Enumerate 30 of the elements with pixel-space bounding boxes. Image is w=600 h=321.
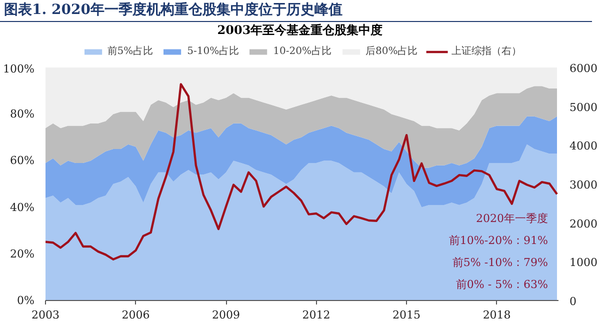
legend-label: 5-10%占比: [187, 44, 240, 58]
y2-tick-label: 2000: [570, 217, 598, 230]
y2-tick-label: 6000: [570, 62, 598, 75]
legend-label: 10-20%占比: [273, 44, 332, 58]
x-tick-label: 2006: [122, 308, 150, 321]
y-tick-label: 100%: [3, 62, 35, 76]
legend-label: 前5%占比: [107, 44, 154, 58]
y2-tick-label: 3000: [570, 178, 598, 192]
legend-label: 后80%占比: [365, 44, 418, 58]
y2-tick-label: 4000: [570, 140, 598, 153]
x-tick-label: 2012: [302, 308, 330, 321]
annotation: 前10%-20%：91%: [448, 234, 548, 247]
chart-subtitle: 2003年至今基金重仓股集中度: [217, 22, 383, 39]
x-tick-label: 2003: [32, 308, 60, 321]
y2-tick-label: 5000: [570, 100, 598, 114]
y-tick-label: 20%: [10, 247, 35, 260]
x-tick-label: 2018: [482, 308, 511, 321]
y-tick-label: 40%: [10, 200, 35, 214]
y-tick-label: 60%: [10, 154, 35, 168]
y-tick-label: 0%: [17, 294, 34, 307]
y-tick-label: 80%: [10, 108, 35, 121]
y2-tick-label: 0: [570, 295, 576, 308]
y2-tick-label: 1000: [570, 256, 598, 270]
legend-label: 上证综指（右）: [452, 44, 522, 58]
annotation: 前5% -10%：79%: [452, 256, 548, 270]
x-tick-label: 2015: [392, 308, 421, 321]
annotation: 前0% - 5%：63%: [456, 278, 548, 292]
x-tick-label: 2009: [212, 308, 240, 321]
chart-title: 图表1. 2020年一季度机构重仓股集中度位于历史峰值: [4, 0, 342, 20]
annotation: 2020年一季度: [476, 212, 548, 225]
